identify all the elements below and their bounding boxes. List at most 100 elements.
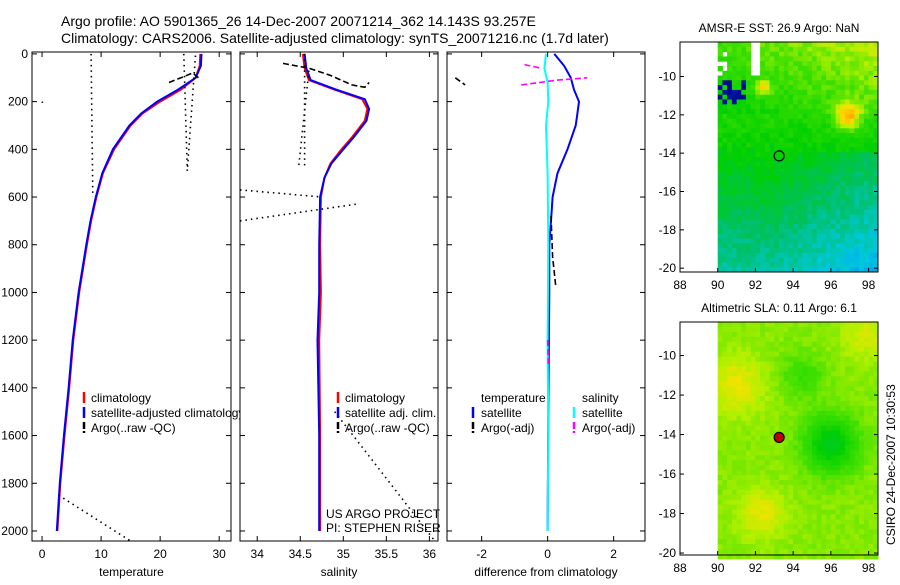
- map-cell: [727, 267, 733, 273]
- map-cell: [849, 181, 855, 187]
- map-cell: [717, 366, 723, 372]
- map-cell: [755, 214, 761, 220]
- map-cell: [760, 56, 766, 62]
- map-cell: [788, 181, 794, 187]
- map-cell: [764, 366, 771, 372]
- map-cell: [863, 181, 870, 187]
- map-cell: [731, 85, 738, 91]
- map-cell: [755, 554, 761, 560]
- map-cell: [835, 267, 841, 273]
- map-cell: [727, 356, 733, 362]
- map-cell: [760, 152, 766, 158]
- map-cell: [849, 376, 855, 382]
- map-cell: [774, 351, 780, 357]
- map-cell: [821, 366, 827, 372]
- map-cell: [816, 539, 822, 545]
- map-cell: [746, 322, 752, 328]
- map-cell: [863, 56, 870, 62]
- map-cell: [821, 356, 827, 362]
- map-cell: [840, 539, 846, 545]
- map-cell: [731, 195, 738, 201]
- map-cell: [849, 331, 855, 338]
- map-cell: [736, 386, 742, 392]
- map-cell: [830, 386, 837, 392]
- map-cell: [812, 238, 818, 244]
- map-cell: [717, 142, 723, 148]
- map-cell: [774, 519, 780, 525]
- map-cell: [717, 248, 723, 254]
- map-cell: [873, 224, 879, 230]
- map-cell: [755, 262, 761, 268]
- map-cell: [868, 99, 874, 105]
- map-cell: [830, 514, 837, 520]
- map-cell: [736, 381, 742, 387]
- map-cell: [826, 351, 832, 357]
- map-cell: [722, 480, 728, 486]
- map-cell: [830, 440, 837, 446]
- map-cell: [736, 410, 742, 417]
- map-cell: [741, 391, 747, 397]
- map-cell: [840, 118, 846, 124]
- map-cell: [835, 534, 841, 540]
- map-cell: [859, 228, 865, 235]
- map-cell: [783, 514, 789, 520]
- map-cell: [769, 123, 775, 129]
- map-cell: [736, 219, 742, 225]
- map-cell: [807, 489, 813, 496]
- map-cell: [727, 233, 733, 239]
- map-cell: [802, 376, 808, 382]
- map-cell: [816, 243, 822, 249]
- map-cell: [755, 376, 761, 382]
- map-cell: [727, 195, 733, 201]
- map-cell: [750, 190, 756, 196]
- map-cell: [873, 166, 879, 172]
- map-cell: [812, 405, 818, 412]
- map-cell: [731, 190, 738, 196]
- map-cell: [764, 470, 771, 476]
- map-cell: [807, 147, 813, 153]
- map-cell: [764, 262, 771, 268]
- map-cell: [788, 248, 794, 254]
- map-cell: [849, 109, 855, 115]
- map-cell: [840, 415, 846, 422]
- map-cell: [793, 42, 799, 48]
- map-cell: [764, 460, 771, 466]
- map-cell: [788, 346, 794, 353]
- map-cell: [722, 341, 728, 348]
- map-cell: [835, 42, 841, 48]
- map-cell: [863, 509, 870, 515]
- map-cell: [774, 494, 780, 501]
- map-cell: [764, 204, 771, 211]
- map-cell: [863, 322, 870, 328]
- y-tick-label: 200: [8, 95, 28, 109]
- map-cell: [868, 391, 874, 397]
- map-cell: [873, 331, 879, 338]
- map-cell: [835, 233, 841, 239]
- map-cell: [802, 465, 808, 471]
- map-cell: [845, 549, 851, 555]
- map-cell: [821, 381, 827, 387]
- map-cell: [826, 514, 832, 520]
- map-cell: [826, 391, 832, 397]
- map-cell: [840, 376, 846, 382]
- map-cell: [807, 185, 813, 192]
- map-cell: [868, 489, 874, 496]
- map-cell: [854, 554, 860, 560]
- map-cell: [736, 489, 742, 496]
- map-cell: [746, 109, 752, 115]
- map-cell: [802, 42, 808, 48]
- map-cell: [840, 391, 846, 397]
- map-cell: [797, 445, 804, 451]
- map-cell: [849, 346, 855, 353]
- map-cell: [783, 336, 789, 343]
- map-cell: [793, 238, 799, 244]
- map-cell: [731, 489, 738, 496]
- map-cell: [859, 118, 865, 124]
- map-cell: [835, 142, 841, 148]
- map-cell: [854, 89, 860, 96]
- map-cell: [788, 460, 794, 466]
- map-cell: [868, 519, 874, 525]
- map-cell: [764, 252, 771, 259]
- map-cell: [783, 509, 789, 515]
- map-cell: [727, 430, 733, 436]
